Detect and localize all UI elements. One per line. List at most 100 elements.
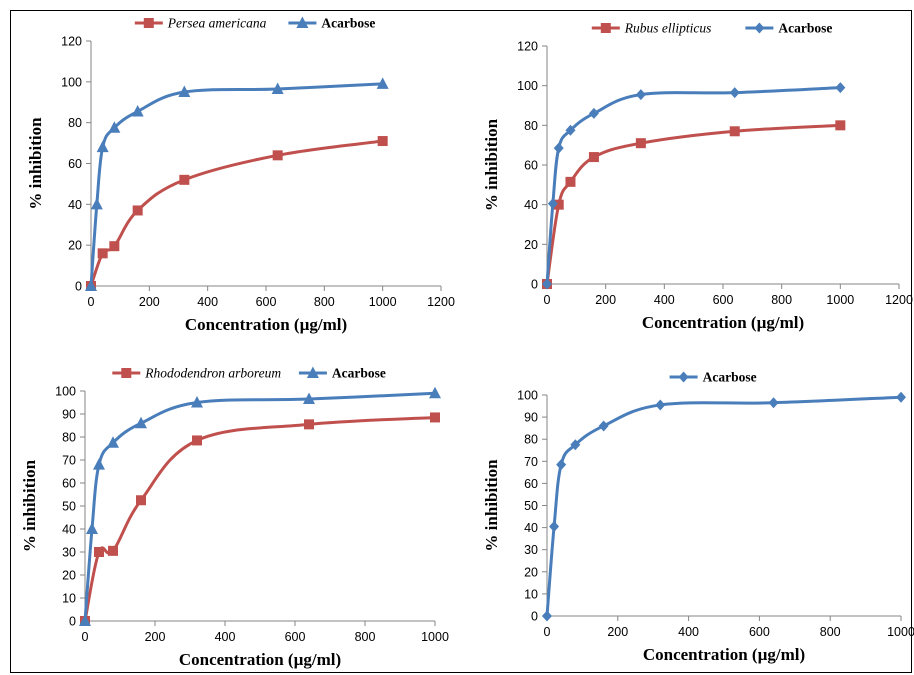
series-rhododendron-arboreum xyxy=(80,412,440,626)
data-point xyxy=(556,459,567,471)
y-tick-label: 80 xyxy=(62,431,76,445)
data-point xyxy=(107,436,119,448)
x-tick-label: 400 xyxy=(197,295,218,309)
legend-item-acarbose: Acarbose xyxy=(288,16,375,31)
data-point xyxy=(304,419,314,430)
legend-marker xyxy=(143,18,154,28)
legend: Acarbose xyxy=(669,370,757,385)
series-rubus-ellipticus xyxy=(542,120,846,289)
legend-label: Acarbose xyxy=(321,16,375,31)
series-acarbose xyxy=(85,77,389,291)
legend-marker xyxy=(678,371,689,383)
y-tick-label: 120 xyxy=(517,40,538,54)
y-tick-label: 60 xyxy=(524,159,538,173)
data-point xyxy=(635,89,646,101)
y-tick-label: 60 xyxy=(524,477,538,491)
data-point xyxy=(835,82,846,94)
data-point xyxy=(377,136,388,147)
y-tick-label: 50 xyxy=(524,499,538,513)
legend-label: Acarbose xyxy=(332,366,386,381)
legend-marker xyxy=(121,368,132,378)
data-point xyxy=(565,176,576,187)
y-tick-label: 0 xyxy=(531,610,538,624)
y-tick-label: 40 xyxy=(62,523,76,537)
data-point xyxy=(90,197,103,210)
legend-label: Rhododendron arboreum xyxy=(144,366,281,381)
data-point xyxy=(547,198,558,210)
data-point xyxy=(131,104,144,117)
data-point xyxy=(93,458,105,470)
y-tick-label: 40 xyxy=(68,198,82,212)
data-point xyxy=(896,391,906,403)
x-tick-label: 0 xyxy=(544,625,551,639)
y-axis-title: % inhibition xyxy=(482,459,501,552)
series-acarbose xyxy=(79,386,441,626)
y-tick-label: 60 xyxy=(68,157,82,171)
series-acarbose xyxy=(542,82,846,290)
y-tick-label: 40 xyxy=(524,198,538,212)
x-tick-label: 600 xyxy=(713,293,734,307)
data-point xyxy=(108,121,121,133)
y-tick-label: 90 xyxy=(62,408,76,422)
data-point xyxy=(835,120,846,131)
legend: Rhododendron arboreum Acarbose xyxy=(112,366,386,381)
y-tick-label: 90 xyxy=(524,411,538,425)
legend-marker xyxy=(306,366,319,378)
x-axis-title: Concentration (µg/ml) xyxy=(643,645,805,664)
x-tick-label: 400 xyxy=(678,625,699,639)
legend-label: Persea americana xyxy=(167,16,267,31)
y-tick-label: 0 xyxy=(69,615,76,629)
legend-item-acarbose: Acarbose xyxy=(669,370,757,385)
y-tick-label: 80 xyxy=(524,433,538,447)
series-acarbose xyxy=(542,391,906,622)
x-tick-label: 200 xyxy=(145,630,166,644)
data-point xyxy=(565,124,576,136)
x-tick-label: 1000 xyxy=(421,630,449,644)
x-tick-label: 1000 xyxy=(369,295,397,309)
y-tick-label: 20 xyxy=(524,238,538,252)
y-tick-label: 80 xyxy=(68,116,82,130)
data-point xyxy=(729,126,740,137)
data-point xyxy=(729,87,740,99)
x-tick-label: 200 xyxy=(607,625,628,639)
data-point xyxy=(108,545,118,556)
series-line xyxy=(83,415,436,622)
legend-item-acarbose: Acarbose xyxy=(298,366,386,381)
data-point xyxy=(376,77,389,89)
x-axis-title: Concentration (µg/ml) xyxy=(185,315,347,334)
x-axis-title: Concentration (µg/ml) xyxy=(179,650,341,669)
x-tick-label: 400 xyxy=(654,293,675,307)
y-tick-label: 70 xyxy=(524,455,538,469)
y-tick-label: 80 xyxy=(524,119,538,133)
data-point xyxy=(135,416,147,429)
x-tick-label: 600 xyxy=(285,630,306,644)
legend-label: Acarbose xyxy=(778,21,832,36)
y-tick-label: 30 xyxy=(62,546,76,560)
y-tick-label: 10 xyxy=(62,592,76,606)
data-point xyxy=(86,522,98,534)
y-axis-title: % inhibition xyxy=(20,459,39,552)
y-tick-label: 30 xyxy=(524,543,538,557)
y-tick-label: 100 xyxy=(517,389,538,403)
data-point xyxy=(430,412,440,423)
x-tick-label: 400 xyxy=(215,630,236,644)
legend-marker xyxy=(296,16,309,28)
y-tick-label: 40 xyxy=(524,521,538,535)
x-tick-label: 800 xyxy=(314,295,335,309)
data-point xyxy=(588,107,599,119)
data-point xyxy=(79,614,91,626)
data-point xyxy=(97,248,108,259)
y-tick-label: 120 xyxy=(61,35,82,49)
series-line xyxy=(545,123,841,285)
data-point xyxy=(132,205,143,216)
data-point xyxy=(655,399,666,411)
data-point xyxy=(271,82,284,94)
x-tick-label: 0 xyxy=(88,295,95,309)
y-tick-label: 20 xyxy=(524,565,538,579)
data-point xyxy=(94,547,104,557)
legend-label: Acarbose xyxy=(703,370,757,385)
series-line xyxy=(545,395,902,617)
